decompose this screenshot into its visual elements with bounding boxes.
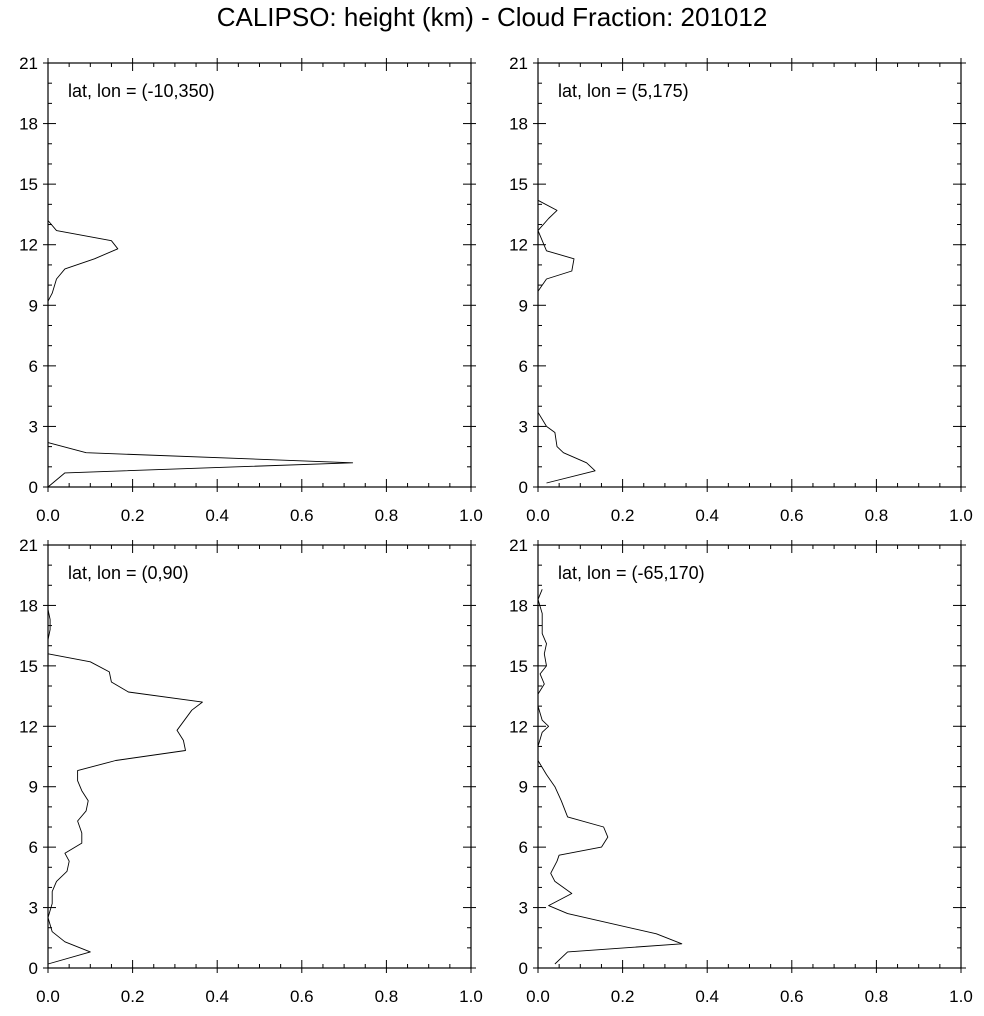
plot-frame bbox=[537, 62, 962, 488]
y-tick-label: 12 bbox=[19, 717, 38, 736]
y-tick-label: 6 bbox=[29, 357, 38, 376]
y-tick-label: 15 bbox=[509, 175, 528, 194]
y-tick-label: 15 bbox=[509, 657, 528, 676]
y-tick-label: 3 bbox=[519, 417, 528, 436]
x-tick-label: 0.2 bbox=[121, 987, 145, 1006]
x-tick-label: 0.2 bbox=[121, 506, 145, 525]
y-tick-label: 0 bbox=[29, 959, 38, 978]
y-tick-label: 0 bbox=[29, 478, 38, 497]
y-tick-label: 6 bbox=[519, 838, 528, 857]
y-tick-label: 12 bbox=[509, 717, 528, 736]
y-tick-label: 0 bbox=[519, 478, 528, 497]
x-tick-label: 0.0 bbox=[36, 506, 60, 525]
y-tick-label: 12 bbox=[19, 236, 38, 255]
panel-annotation: lat, lon = (5,175) bbox=[558, 81, 689, 101]
x-tick-label: 0.6 bbox=[780, 987, 804, 1006]
x-tick-label: 0.4 bbox=[695, 506, 719, 525]
chart-panel-3: 0 3 6 9 12 15 18 21 0.0 0.2 0.4 0.6 0.8 1.0 lat, lon =… bbox=[19, 536, 483, 1006]
x-tick-label: 0.2 bbox=[611, 987, 635, 1006]
y-tick-label: 18 bbox=[509, 115, 528, 134]
y-tick-label: 6 bbox=[519, 357, 528, 376]
y-tick-label: 9 bbox=[29, 296, 38, 315]
y-tick-label: 18 bbox=[19, 596, 38, 615]
x-tick-label: 0.4 bbox=[205, 506, 229, 525]
y-tick-label: 3 bbox=[29, 417, 38, 436]
x-tick-label: 0.8 bbox=[865, 987, 889, 1006]
chart-panel-4: 0 3 6 9 12 15 18 21 0.0 0.2 0.4 0.6 0.8 1.0 lat, lon =… bbox=[509, 536, 973, 1006]
x-tick-label: 1.0 bbox=[459, 506, 483, 525]
cloud-fraction-line bbox=[537, 199, 596, 484]
y-tick-label: 12 bbox=[509, 236, 528, 255]
y-tick-label: 3 bbox=[519, 899, 528, 918]
panel-annotation: lat, lon = (-10,350) bbox=[68, 81, 215, 101]
x-tick-label: 0.4 bbox=[695, 987, 719, 1006]
x-tick-label: 0.6 bbox=[290, 987, 314, 1006]
x-tick-label: 1.0 bbox=[949, 987, 973, 1006]
x-tick-label: 0.0 bbox=[526, 987, 550, 1006]
cloud-fraction-line bbox=[537, 589, 683, 965]
cloud-fraction-line bbox=[47, 63, 354, 488]
x-tick-label: 0.0 bbox=[526, 506, 550, 525]
y-tick-label: 9 bbox=[519, 296, 528, 315]
plot-frame bbox=[47, 62, 472, 488]
y-tick-label: 6 bbox=[29, 838, 38, 857]
x-tick-label: 0.0 bbox=[36, 987, 60, 1006]
y-tick-label: 9 bbox=[519, 778, 528, 797]
x-tick-label: 0.6 bbox=[780, 506, 804, 525]
x-tick-label: 0.8 bbox=[375, 987, 399, 1006]
plot-frame bbox=[47, 544, 472, 969]
x-tick-label: 1.0 bbox=[949, 506, 973, 525]
x-tick-label: 0.8 bbox=[375, 506, 399, 525]
plot-frame bbox=[537, 544, 962, 969]
x-tick-label: 1.0 bbox=[459, 987, 483, 1006]
y-tick-label: 21 bbox=[19, 54, 38, 73]
y-tick-label: 0 bbox=[519, 959, 528, 978]
panel-annotation: lat, lon = (-65,170) bbox=[558, 563, 705, 583]
y-tick-label: 21 bbox=[19, 536, 38, 555]
page-title: CALIPSO: height (km) - Cloud Fraction: 2… bbox=[216, 2, 768, 32]
panel-annotation: lat, lon = (0,90) bbox=[68, 563, 189, 583]
chart-panel-1: 0 3 6 9 12 15 18 21 0.0 0.2 0.4 0.6 0.8 1.0 lat, lon =… bbox=[19, 54, 483, 525]
y-tick-label: 9 bbox=[29, 778, 38, 797]
y-tick-label: 18 bbox=[509, 596, 528, 615]
y-tick-label: 21 bbox=[509, 54, 528, 73]
y-tick-label: 15 bbox=[19, 657, 38, 676]
y-tick-label: 18 bbox=[19, 115, 38, 134]
y-tick-label: 21 bbox=[509, 536, 528, 555]
x-tick-label: 0.8 bbox=[865, 506, 889, 525]
cloud-fraction-line bbox=[47, 593, 203, 965]
x-tick-label: 0.6 bbox=[290, 506, 314, 525]
chart-panel-2: 0 3 6 9 12 15 18 21 0.0 0.2 0.4 0.6 0.8 1.0 lat, lon =… bbox=[509, 54, 973, 525]
y-tick-label: 3 bbox=[29, 899, 38, 918]
y-tick-label: 15 bbox=[19, 175, 38, 194]
x-tick-label: 0.2 bbox=[611, 506, 635, 525]
x-tick-label: 0.4 bbox=[205, 987, 229, 1006]
